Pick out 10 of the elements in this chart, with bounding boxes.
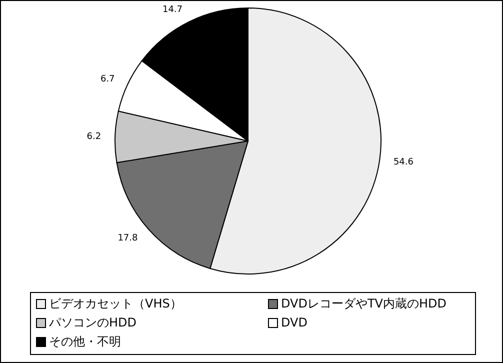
legend-label: その他・不明 (49, 334, 121, 348)
legend-label: DVD (281, 315, 308, 330)
legend-label: パソコンのHDD (48, 315, 137, 330)
data-label: 54.6 (393, 158, 414, 168)
data-label: 6.7 (100, 74, 115, 84)
data-label: 6.2 (86, 132, 102, 142)
data-label: 17.8 (118, 234, 138, 244)
legend-label: ビデオカセット（VHS） (49, 296, 182, 310)
data-label: 14.7 (162, 4, 182, 15)
legend-label: DVDレコーダやTV内蔵のHDD (281, 296, 447, 310)
